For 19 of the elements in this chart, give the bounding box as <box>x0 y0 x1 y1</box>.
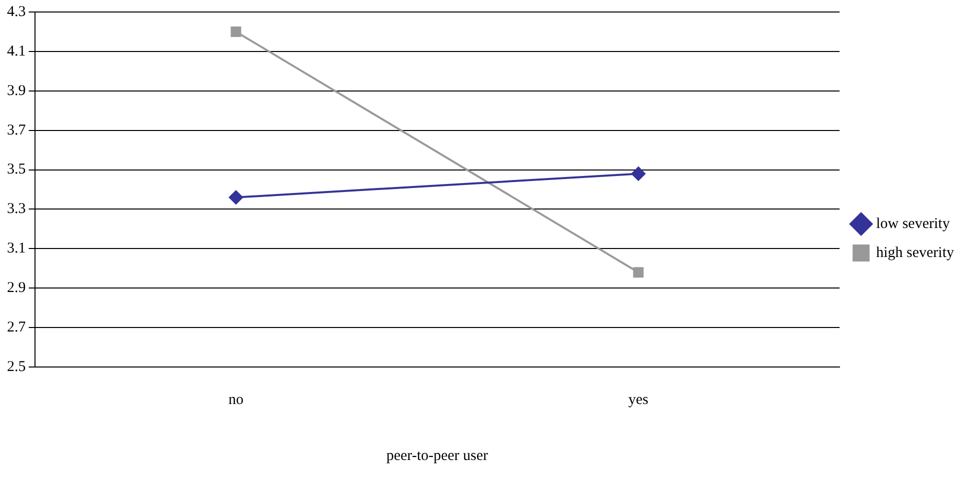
legend-label: high severity <box>876 244 954 261</box>
x-tick-label: no <box>228 392 244 408</box>
x-axis-title: peer-to-peer user <box>386 448 488 464</box>
y-tick-label: 4.1 <box>7 43 26 60</box>
point <box>228 190 243 204</box>
point <box>631 166 646 181</box>
y-tick-label: 2.7 <box>7 319 26 336</box>
y-tick-label: 2.9 <box>7 280 26 296</box>
y-tick-label: 3.1 <box>7 240 26 257</box>
point <box>633 267 644 278</box>
point <box>230 26 242 37</box>
y-tick-label: 2.5 <box>7 358 26 375</box>
y-tick-label: 3.7 <box>7 122 26 138</box>
legend-label: low severity <box>876 216 950 232</box>
y-tick-label: 3.9 <box>7 82 26 99</box>
y-tick-label: 4.3 <box>7 4 26 20</box>
y-tick-label: 3.3 <box>7 201 26 218</box>
x-tick-label: yes <box>628 392 649 408</box>
y-tick-label: 3.5 <box>7 162 26 178</box>
